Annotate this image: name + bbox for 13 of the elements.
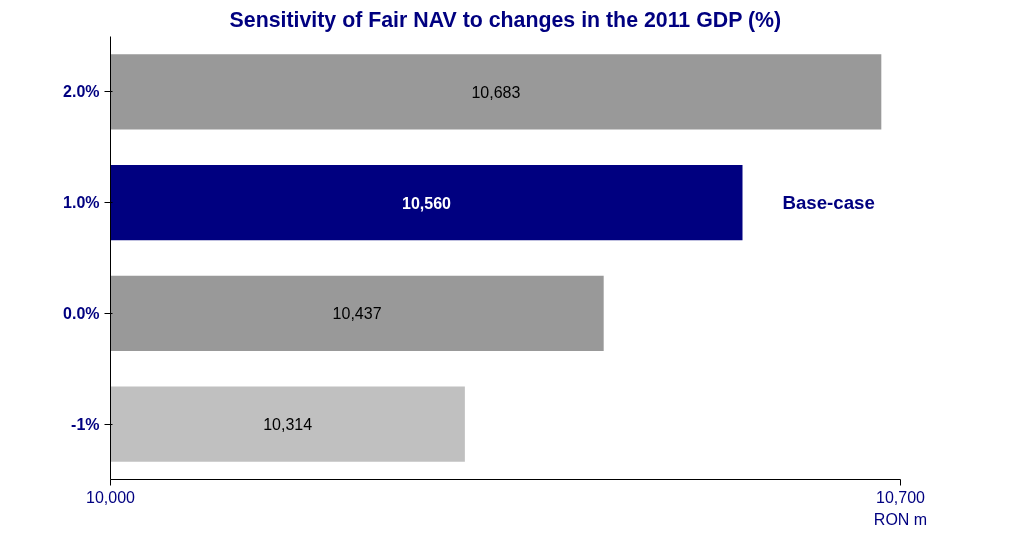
- x-tick-label: 10,700: [876, 488, 926, 506]
- data-label: 10,437: [332, 305, 382, 323]
- y-tick-label: 1.0%: [63, 194, 100, 212]
- chart-title: Sensitivity of Fair NAV to changes in the 2011 GDP (%): [229, 7, 782, 32]
- y-tick-label: -1%: [71, 415, 100, 433]
- x-axis-title: RON m: [873, 510, 928, 528]
- x-tick-label: 10,000: [86, 488, 136, 506]
- y-tick-label: 2.0%: [63, 83, 100, 101]
- data-label: 10,683: [471, 83, 521, 101]
- data-label: 10,314: [263, 416, 313, 434]
- annotation: Base-case: [782, 192, 875, 214]
- data-label: 10,560: [402, 194, 452, 212]
- y-tick-label: 0.0%: [63, 304, 100, 322]
